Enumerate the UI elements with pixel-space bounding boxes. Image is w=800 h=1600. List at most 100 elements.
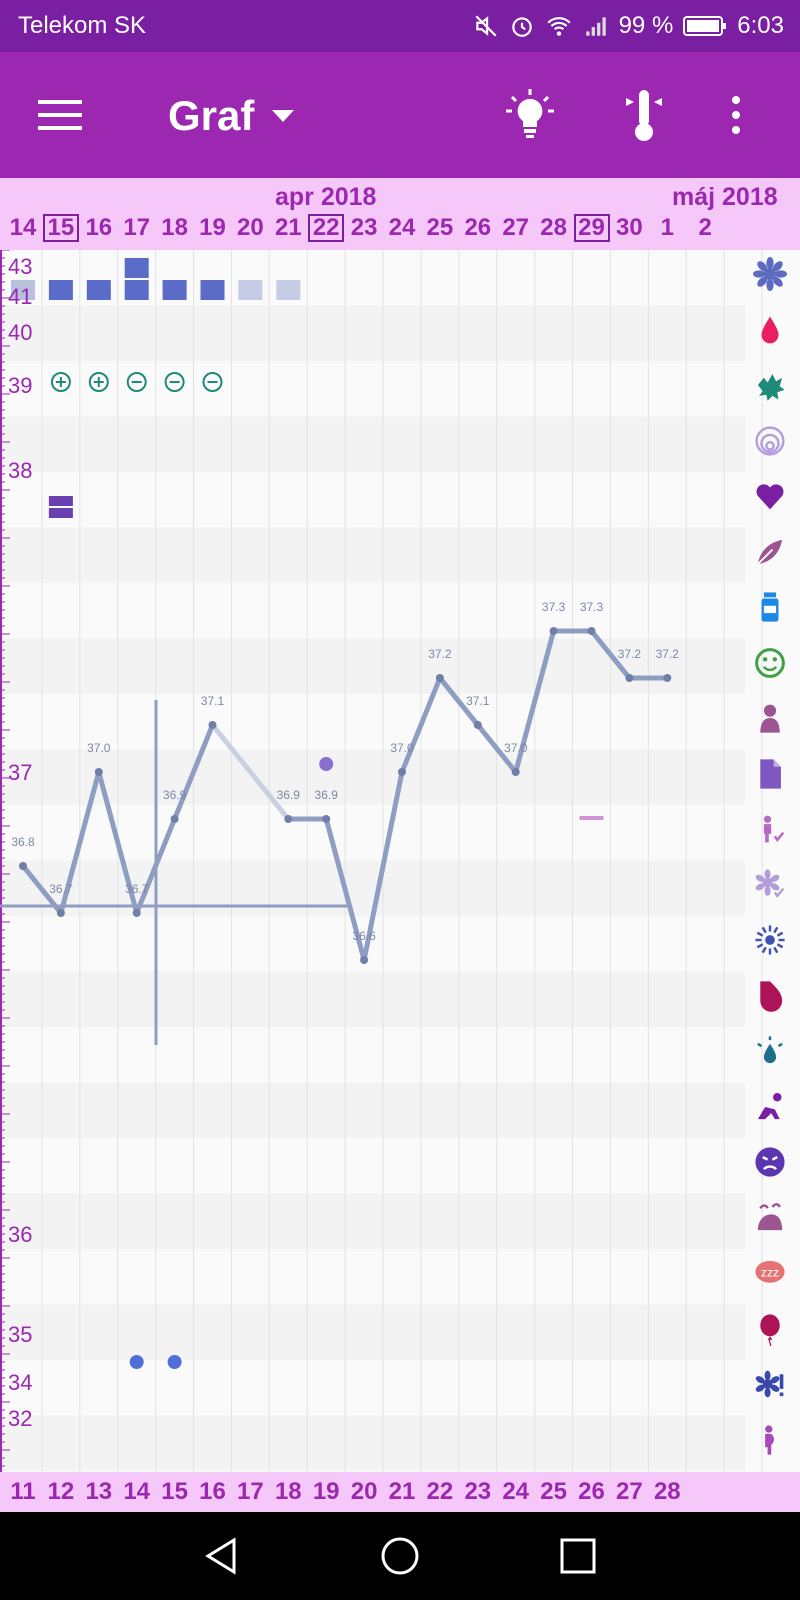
- back-icon[interactable]: [192, 1530, 252, 1582]
- data-point[interactable]: [170, 815, 179, 823]
- sleep-icon[interactable]: zzz: [750, 1253, 790, 1293]
- header-day[interactable]: 28: [540, 214, 567, 241]
- header-day[interactable]: 21: [274, 214, 302, 241]
- marker-dot[interactable]: [129, 1355, 144, 1369]
- data-point[interactable]: [56, 909, 65, 917]
- thermometer-icon[interactable]: [614, 85, 674, 145]
- data-label: 36.6: [352, 929, 376, 943]
- leaf-icon[interactable]: [750, 532, 790, 572]
- header-day[interactable]: 22: [308, 214, 345, 242]
- data-point[interactable]: [587, 627, 596, 635]
- header-day[interactable]: 26: [464, 214, 492, 241]
- grid-stripe: [0, 749, 745, 805]
- splash-icon[interactable]: [750, 365, 790, 405]
- temperature-chart[interactable]: 36.8 36.7 37.0 36.7 36.9 37.1 36.9 36.9 36.6 37.0…: [0, 250, 800, 1472]
- footer-day: 22: [426, 1478, 454, 1505]
- header-day[interactable]: 24: [388, 214, 416, 241]
- bottle-icon[interactable]: [750, 587, 790, 627]
- data-point[interactable]: [360, 956, 369, 964]
- data-point[interactable]: [435, 674, 444, 682]
- marker-dot[interactable]: [319, 757, 334, 771]
- y-axis-label: 39: [8, 373, 33, 398]
- symbol-square[interactable]: [48, 280, 73, 300]
- recents-icon[interactable]: [548, 1530, 608, 1582]
- symbol-square[interactable]: [276, 280, 301, 300]
- header-day[interactable]: 2: [698, 214, 712, 241]
- header-day[interactable]: 20: [237, 214, 264, 241]
- angry-face-icon[interactable]: [750, 1142, 790, 1182]
- heart-icon[interactable]: [750, 476, 790, 516]
- view-title[interactable]: Graf: [168, 92, 255, 139]
- test-negative-icon[interactable]: [126, 372, 147, 392]
- data-label: 36.7: [125, 882, 149, 896]
- figure-icon[interactable]: [750, 698, 790, 738]
- lightbulb-icon[interactable]: [500, 85, 560, 145]
- data-point[interactable]: [625, 674, 634, 682]
- data-point[interactable]: [549, 627, 558, 635]
- marker-dash[interactable]: [579, 816, 604, 820]
- data-point[interactable]: [132, 909, 141, 917]
- snail-icon[interactable]: [750, 1198, 790, 1238]
- footer-day: 13: [85, 1478, 113, 1505]
- symbol-square[interactable]: [200, 280, 225, 300]
- symbol-square[interactable]: [124, 258, 149, 278]
- symbol-square[interactable]: [162, 280, 187, 300]
- test-negative-icon[interactable]: [202, 372, 223, 392]
- data-point[interactable]: [19, 862, 27, 870]
- data-label: 37.3: [542, 600, 566, 614]
- data-label: 36.9: [277, 788, 301, 802]
- burst-icon[interactable]: [750, 920, 790, 960]
- test-positive-icon[interactable]: [88, 372, 109, 392]
- data-point[interactable]: [208, 721, 217, 729]
- data-point[interactable]: [284, 815, 293, 823]
- test-positive-icon[interactable]: [50, 372, 71, 392]
- pregnant-icon[interactable]: [750, 1420, 790, 1460]
- flower-check-icon[interactable]: [750, 865, 790, 905]
- series-gap-line: [210, 722, 291, 822]
- y-axis-label: 37: [8, 760, 33, 785]
- header-day[interactable]: 14: [9, 214, 37, 241]
- header-day[interactable]: 18: [161, 214, 188, 241]
- smiley-icon[interactable]: [750, 643, 790, 683]
- balloon-icon[interactable]: [750, 1309, 790, 1349]
- exercise-icon[interactable]: [750, 1087, 790, 1127]
- spiral-icon[interactable]: [750, 421, 790, 461]
- breast-icon[interactable]: [750, 976, 790, 1016]
- data-point[interactable]: [511, 768, 520, 776]
- home-icon[interactable]: [370, 1530, 430, 1582]
- symbol-square[interactable]: [238, 280, 263, 300]
- menu-icon[interactable]: [30, 85, 90, 145]
- pregnant-check-icon[interactable]: [750, 809, 790, 849]
- data-point[interactable]: [398, 768, 406, 776]
- more-options-icon[interactable]: [706, 85, 766, 145]
- header-day[interactable]: 17: [123, 214, 151, 241]
- data-point[interactable]: [663, 674, 672, 682]
- chevron-down-icon[interactable]: [272, 110, 294, 124]
- y-axis-label: 36: [8, 1222, 33, 1247]
- header-day[interactable]: 16: [85, 214, 113, 241]
- flower-icon[interactable]: [750, 254, 790, 294]
- symbol-square[interactable]: [11, 280, 35, 300]
- header-day[interactable]: 15: [42, 214, 79, 242]
- header-day[interactable]: 27: [502, 214, 530, 241]
- header-day[interactable]: 1: [660, 214, 674, 241]
- header-day[interactable]: 29: [573, 214, 610, 242]
- symbol-square[interactable]: [86, 280, 111, 300]
- drop-icon[interactable]: [750, 310, 790, 350]
- data-point[interactable]: [322, 815, 331, 823]
- y-axis-label: 43: [8, 254, 33, 279]
- flower-alert-icon[interactable]: [750, 1364, 790, 1404]
- test-negative-icon[interactable]: [164, 372, 185, 392]
- header-day[interactable]: 25: [426, 214, 454, 241]
- footer-day: 26: [578, 1478, 605, 1505]
- y-axis-label: 38: [8, 458, 33, 483]
- data-point[interactable]: [94, 768, 103, 776]
- marker-dot[interactable]: [167, 1355, 182, 1369]
- header-day[interactable]: 19: [199, 214, 226, 241]
- data-point[interactable]: [473, 721, 482, 729]
- header-day[interactable]: 30: [616, 214, 643, 241]
- sweat-drop-icon[interactable]: [750, 1031, 790, 1071]
- document-icon[interactable]: [750, 754, 790, 794]
- header-day[interactable]: 23: [350, 214, 378, 241]
- symbol-square[interactable]: [124, 280, 149, 300]
